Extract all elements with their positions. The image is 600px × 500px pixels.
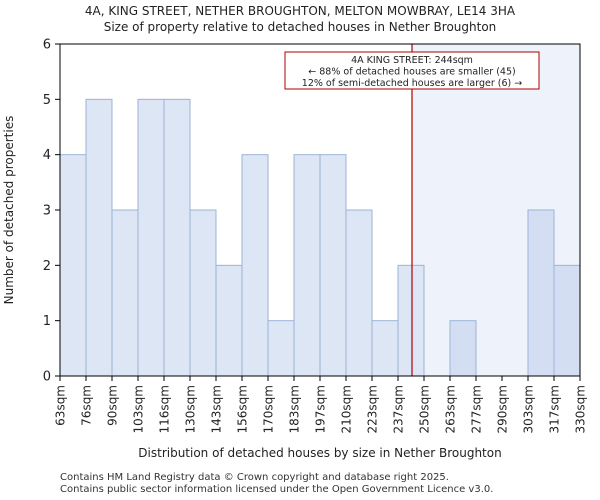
x-tick-label-197sqm: 197sqm — [314, 385, 328, 433]
y-tick-label-3: 3 — [43, 204, 51, 219]
y-tick-label-5: 5 — [43, 93, 51, 108]
x-tick-label-76sqm: 76sqm — [80, 385, 94, 426]
x-tick-label-63sqm: 63sqm — [54, 385, 68, 426]
x-tick-label-290sqm: 290sqm — [496, 385, 510, 433]
x-tick-label-263sqm: 263sqm — [444, 385, 458, 433]
y-tick-label-2: 2 — [43, 259, 51, 274]
bar-76sqm — [85, 98, 113, 377]
bar-237sqm — [397, 264, 425, 377]
chart-title: 4A, KING STREET, NETHER BROUGHTON, MELTO… — [84, 4, 516, 18]
bar-263sqm — [449, 320, 477, 377]
x-tick-label-277sqm: 277sqm — [470, 385, 484, 433]
x-tick-label-210sqm: 210sqm — [340, 385, 354, 433]
x-tick-label-330sqm: 330sqm — [574, 385, 588, 433]
x-tick-label-156sqm: 156sqm — [236, 385, 250, 433]
bar-210sqm — [345, 209, 373, 377]
x-tick-label-130sqm: 130sqm — [184, 385, 198, 433]
bar-116sqm — [163, 98, 191, 377]
annotation-line-1: 4A KING STREET: 244sqm — [351, 55, 473, 66]
x-tick-label-116sqm: 116sqm — [158, 385, 172, 433]
y-tick-label-6: 6 — [43, 38, 51, 53]
y-tick-label-4: 4 — [43, 148, 51, 163]
footer-copyright: Contains HM Land Registry data © Crown c… — [60, 472, 449, 483]
annotation-line-2: ← 88% of detached houses are smaller (45… — [308, 67, 515, 78]
bar-183sqm — [293, 154, 321, 377]
x-tick-label-183sqm: 183sqm — [288, 385, 302, 433]
x-tick-label-90sqm: 90sqm — [106, 385, 120, 426]
x-tick-label-170sqm: 170sqm — [262, 385, 276, 433]
x-tick-label-237sqm: 237sqm — [392, 385, 406, 433]
chart-subtitle: Size of property relative to detached ho… — [103, 20, 497, 34]
annotation-line-3: 12% of semi-detached houses are larger (… — [302, 78, 522, 89]
annotation-box — [284, 51, 540, 90]
x-tick-label-103sqm: 103sqm — [132, 385, 146, 433]
bar-303sqm — [527, 209, 555, 377]
x-axis-label: Distribution of detached houses by size … — [138, 446, 501, 460]
bar-143sqm — [215, 264, 243, 377]
bar-chart: 4A KING STREET: 244sqm← 88% of detached … — [2, 38, 588, 461]
bar-156sqm — [241, 154, 269, 377]
footer-licence: Contains public sector information licen… — [60, 484, 494, 495]
bar-63sqm — [59, 154, 87, 377]
y-tick-label-1: 1 — [43, 314, 51, 329]
bar-317sqm — [553, 264, 581, 377]
x-tick-label-223sqm: 223sqm — [366, 385, 380, 433]
x-tick-label-317sqm: 317sqm — [548, 385, 562, 433]
y-tick-label-0: 0 — [43, 370, 51, 385]
bar-90sqm — [111, 209, 139, 377]
x-tick-label-250sqm: 250sqm — [418, 385, 432, 433]
bar-170sqm — [267, 320, 295, 377]
bar-223sqm — [371, 320, 399, 377]
x-tick-label-143sqm: 143sqm — [210, 385, 224, 433]
bar-130sqm — [189, 209, 217, 377]
x-tick-label-303sqm: 303sqm — [522, 385, 536, 433]
y-axis-label: Number of detached properties — [2, 116, 16, 305]
bar-103sqm — [137, 98, 165, 377]
bar-197sqm — [319, 154, 347, 377]
